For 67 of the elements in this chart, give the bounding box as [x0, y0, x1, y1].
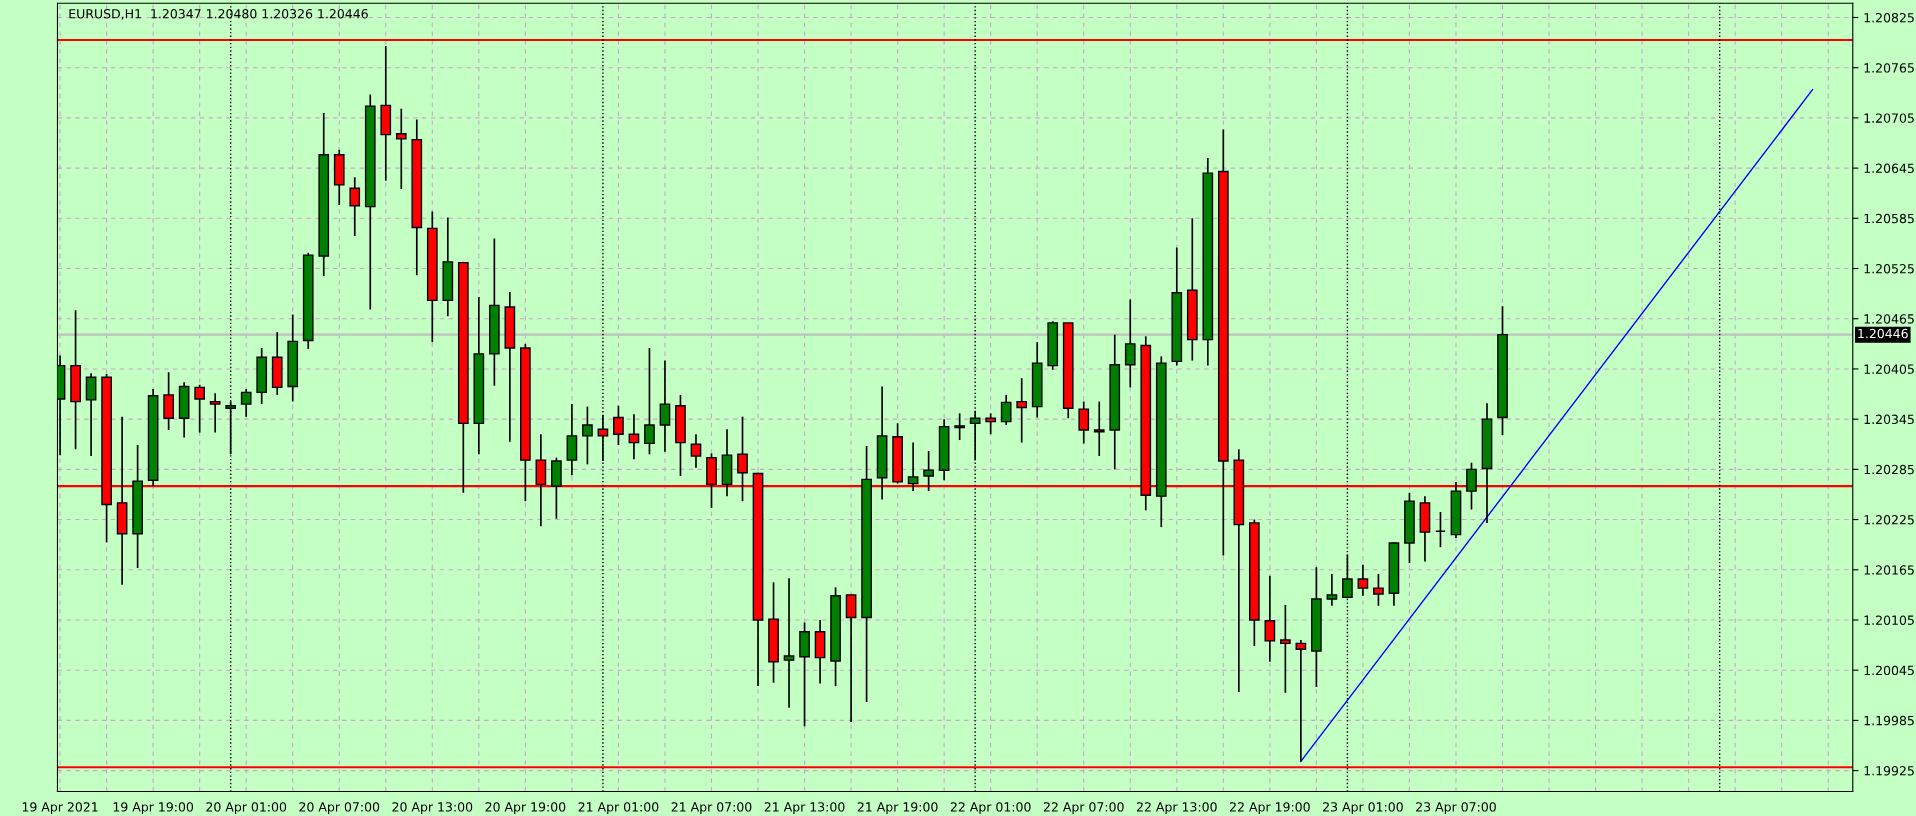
candlestick [1466, 461, 1477, 511]
x-tick-label: 23 Apr 01:00 [1323, 802, 1403, 815]
candlestick [1000, 394, 1012, 426]
x-tick-label: 21 Apr 07:00 [671, 802, 752, 815]
candlestick [923, 450, 934, 492]
candlestick [985, 412, 997, 436]
y-tick-label: 1.20285 [1864, 464, 1914, 475]
y-tick-label: 1.20525 [1864, 264, 1914, 274]
candlestick [1295, 639, 1307, 763]
y-tick-label: 1.20825 [1864, 12, 1914, 23]
y-tick-label: 1.20105 [1864, 615, 1914, 625]
candlestick [783, 577, 795, 709]
candlestick [163, 371, 174, 431]
x-tick-label: 20 Apr 13:00 [392, 802, 473, 815]
x-tick-label: 23 Apr 07:00 [1416, 802, 1496, 815]
x-tick-label: 21 Apr 13:00 [764, 802, 845, 815]
candlestick [969, 409, 981, 461]
x-tick-label: 22 Apr 13:00 [1136, 802, 1217, 815]
x-tick-label: 20 Apr 07:00 [299, 802, 380, 815]
candlestick [395, 107, 407, 190]
candlestick [1124, 298, 1136, 389]
y-tick-label: 1.20645 [1864, 163, 1914, 174]
x-tick-label: 22 Apr 07:00 [1043, 802, 1124, 815]
candlestick [1357, 563, 1369, 597]
x-tick-label: 22 Apr 01:00 [950, 802, 1031, 815]
ref-line-label: 1.20446 [1858, 328, 1908, 339]
x-tick-label: 21 Apr 19:00 [857, 802, 938, 815]
y-tick-label: 1.20705 [1864, 113, 1914, 123]
x-tick-label: 20 Apr 19:00 [485, 802, 566, 815]
candlestick [1078, 400, 1090, 445]
y-tick-label: 1.20405 [1864, 364, 1914, 374]
candlestick [85, 372, 97, 457]
x-tick-label: 19 Apr 2021 [22, 802, 98, 815]
candlestick [1016, 377, 1028, 444]
candlestick [845, 594, 857, 723]
y-tick-label: 1.19925 [1864, 766, 1914, 776]
candlestick [194, 384, 206, 434]
candlestick [582, 405, 593, 466]
x-tick-label: 19 Apr 19:00 [113, 802, 194, 815]
y-tick-label: 1.20045 [1864, 665, 1914, 676]
candlestick [209, 392, 221, 434]
candlestick [907, 441, 919, 492]
candlestick [954, 412, 965, 441]
y-tick-label: 1.20765 [1864, 63, 1914, 73]
y-tick-label: 1.20585 [1864, 213, 1914, 224]
candlestick [349, 176, 361, 237]
y-tick-label: 1.20165 [1864, 565, 1914, 575]
candlestick [1435, 511, 1446, 549]
candlestick [1326, 573, 1338, 607]
candlestick [690, 433, 702, 469]
x-tick-label: 20 Apr 01:00 [206, 802, 287, 815]
y-tick-label: 1.20225 [1864, 515, 1914, 525]
x-tick-label: 21 Apr 01:00 [578, 802, 659, 815]
candlestick [1264, 574, 1276, 663]
y-tick-label: 1.19985 [1864, 715, 1914, 726]
y-tick-label: 1.20345 [1864, 414, 1914, 425]
candlestick [1280, 604, 1291, 694]
y-tick-label: 1.20465 [1864, 314, 1914, 324]
candlestick [659, 359, 671, 453]
chart-title: EURUSD,H1 1.20347 1.20480 1.20326 1.20446 [69, 9, 368, 20]
candlestick [644, 347, 655, 456]
candlestick [1093, 400, 1105, 457]
candlestick [597, 414, 609, 462]
candlestick [1373, 573, 1384, 607]
candlestick [240, 388, 252, 418]
candlestick [613, 404, 624, 446]
x-tick-label: 22 Apr 19:00 [1230, 802, 1310, 815]
